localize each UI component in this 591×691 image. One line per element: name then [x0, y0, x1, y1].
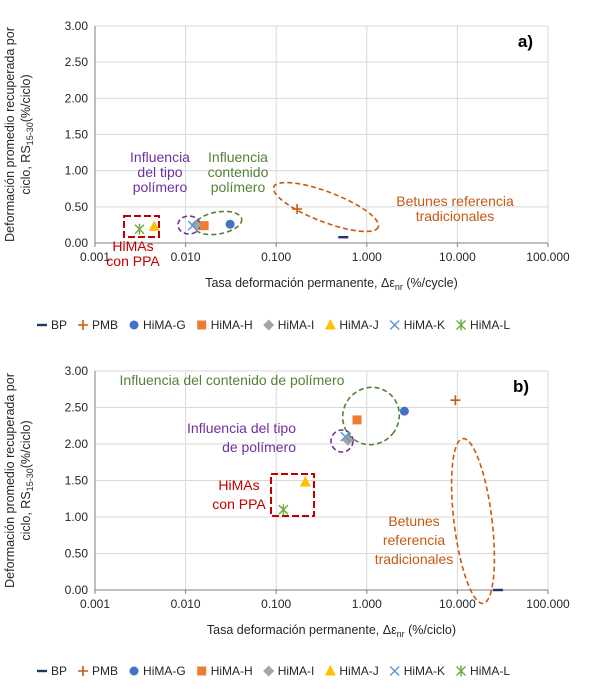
legend-label: HiMA-K — [404, 318, 445, 332]
y-tick-label: 1.00 — [65, 510, 89, 524]
legend-label: HiMA-H — [211, 318, 253, 332]
y-tick-label: 0.50 — [65, 200, 89, 214]
x-tick-label: 0.001 — [80, 597, 110, 611]
data-point-pmb — [292, 204, 303, 215]
annotation: Influencia del tipo de polímero — [187, 420, 296, 455]
y-axis-title: Deformación promedio recuperada por ciclo… — [3, 373, 35, 588]
legend-label: HiMA-G — [143, 664, 186, 678]
y-tick-label: 3.00 — [65, 19, 89, 33]
x-tick-label: 10.000 — [439, 250, 476, 264]
data-point-hima-g — [399, 406, 409, 416]
y-tick-label: 2.00 — [65, 437, 89, 451]
annotation: HiMAs con PPA — [212, 477, 266, 512]
data-point-pmb — [450, 395, 461, 406]
y-tick-label: 2.50 — [65, 401, 89, 415]
legend-label: BP — [51, 664, 67, 678]
x-tick-label: 0.010 — [171, 250, 201, 264]
dashed-group-ellipse — [341, 386, 401, 446]
legend-marker-hima-g — [129, 320, 139, 330]
legend-marker-hima-i — [263, 665, 275, 677]
legend: BP PMB HiMA-G HiMA-H HiMA-I HiMA-J HiMA-K HiMA-… — [37, 318, 510, 332]
legend-marker-hima-h — [197, 320, 207, 330]
y-tick-label: 0.00 — [65, 236, 89, 250]
y-axis-title: Deformación promedio recuperada por ciclo… — [3, 27, 35, 242]
legend: BP PMB HiMA-G HiMA-H HiMA-I HiMA-J HiMA-K HiMA-… — [37, 664, 510, 678]
annotation: HiMAs con PPA — [106, 238, 160, 269]
y-tick-label: 0.50 — [65, 547, 89, 561]
y-tick-label: 2.00 — [65, 91, 89, 105]
chart-panel-b: 0.00 0.50 1.00 1.50 2.00 2.50 3.00 0.001 0.010 0.… — [3, 364, 570, 678]
data-point-hima-l — [134, 223, 145, 235]
legend-marker-hima-h — [197, 666, 207, 676]
annotation: Betunes referencia tradicionales — [375, 513, 454, 567]
x-tick-label: 0.100 — [261, 597, 291, 611]
legend-label: HiMA-J — [339, 318, 378, 332]
x-axis-title: Tasa deformación permanente, Δεnr (%/cic… — [207, 623, 456, 639]
x-tick-label: 0.010 — [171, 597, 201, 611]
data-point-hima-k — [340, 431, 351, 442]
legend-marker-pmb — [78, 666, 89, 676]
legend-label: HiMA-L — [470, 318, 510, 332]
x-tick-label: 10.000 — [439, 597, 476, 611]
legend-label: PMB — [92, 318, 118, 332]
dashed-group-box — [123, 215, 160, 238]
y-tick-label: 1.50 — [65, 128, 89, 142]
annotation: Betunes referencia tradicionales — [396, 193, 514, 224]
y-tick-label: 0.00 — [65, 583, 89, 597]
annotation: Influencia contenido polímero — [208, 149, 269, 195]
panel-label: a) — [518, 32, 533, 51]
y-tick-label: 1.50 — [65, 474, 89, 488]
data-point-hima-g — [225, 219, 235, 229]
chart-panel-a: 0.00 0.50 1.00 1.50 2.00 2.50 3.00 0.001 0.010 0.… — [3, 19, 570, 332]
legend-marker-hima-j — [324, 665, 336, 676]
data-point-hima-l — [278, 504, 289, 516]
dashed-group-ellipse — [272, 181, 380, 233]
legend-label: BP — [51, 318, 67, 332]
legend-label: HiMA-G — [143, 318, 186, 332]
panel-label: b) — [513, 377, 529, 396]
annotation: Influencia del tipo polímero — [130, 149, 190, 195]
legend-label: HiMA-K — [404, 664, 445, 678]
x-axis-title: Tasa deformación permanente, Δεnr (%/cyc… — [205, 276, 458, 292]
y-tick-label: 3.00 — [65, 364, 89, 378]
data-point-hima-k — [187, 220, 198, 231]
legend-marker-hima-j — [324, 319, 336, 330]
x-tick-label: 0.100 — [261, 250, 291, 264]
x-tick-label: 1.000 — [352, 597, 382, 611]
legend-label: HiMA-J — [339, 664, 378, 678]
legend-label: HiMA-I — [278, 318, 315, 332]
legend-label: HiMA-H — [211, 664, 253, 678]
annotation: Influencia del contenido de polímero — [120, 372, 345, 388]
x-tick-label: 0.001 — [80, 250, 110, 264]
legend-marker-hima-k — [389, 319, 400, 331]
legend-marker-pmb — [78, 320, 89, 330]
x-tick-label: 1.000 — [352, 250, 382, 264]
data-point-hima-j — [148, 220, 160, 231]
legend-label: HiMA-I — [278, 664, 315, 678]
y-tick-label: 1.00 — [65, 164, 89, 178]
legend-label: HiMA-L — [470, 664, 510, 678]
x-tick-label: 100.000 — [526, 250, 570, 264]
legend-marker-hima-g — [129, 666, 139, 676]
legend-marker-hima-l — [456, 319, 467, 331]
legend-label: PMB — [92, 664, 118, 678]
legend-marker-hima-l — [456, 665, 467, 677]
data-point-hima-h — [352, 415, 362, 425]
legend-marker-hima-i — [263, 319, 275, 331]
x-tick-label: 100.000 — [526, 597, 570, 611]
data-point-hima-j — [299, 475, 311, 487]
dashed-group-box — [270, 473, 315, 517]
legend-marker-hima-k — [389, 665, 400, 677]
y-tick-label: 2.50 — [65, 55, 89, 69]
dashed-group-ellipse — [330, 429, 354, 453]
data-point-hima-i — [190, 219, 202, 231]
data-point-hima-h — [199, 221, 209, 231]
dashed-group-ellipse — [450, 437, 496, 605]
